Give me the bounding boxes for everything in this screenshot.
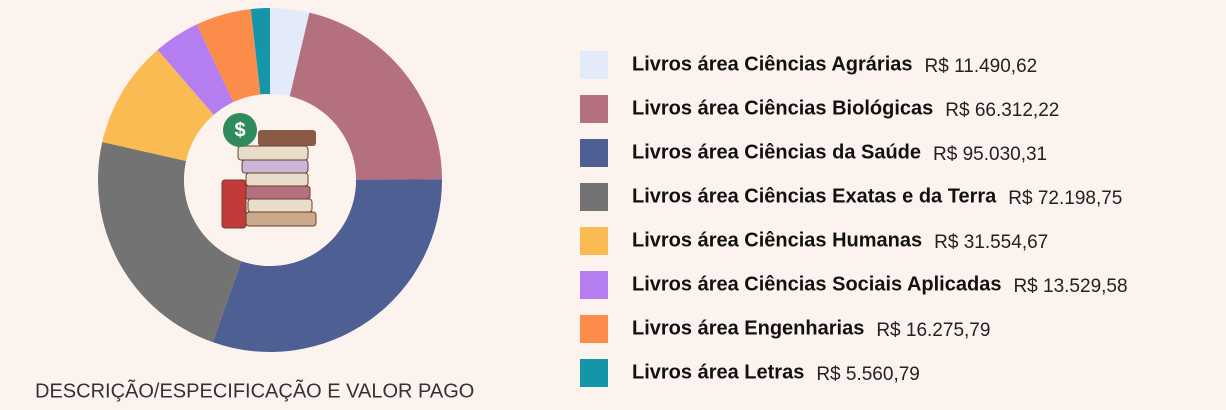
legend-label: Livros área Letras [632, 361, 804, 383]
legend-value: R$ 5.560,79 [816, 364, 920, 385]
legend-label: Livros área Ciências Biológicas [632, 97, 933, 119]
legend-label: Livros área Ciências Humanas [632, 229, 922, 251]
legend-value: R$ 95.030,31 [933, 144, 1047, 165]
legend-label: Livros área Ciências Sociais Aplicadas [632, 273, 1001, 295]
legend-swatch [580, 359, 608, 387]
legend-value: R$ 11.490,62 [925, 56, 1038, 77]
legend-swatch [580, 315, 608, 343]
legend-label: Livros área Engenharias [632, 317, 864, 339]
legend-value: R$ 72.198,75 [1008, 188, 1122, 209]
legend-swatch [580, 183, 608, 211]
legend-value: R$ 66.312,22 [945, 100, 1059, 121]
legend-value: R$ 31.554,67 [934, 232, 1048, 253]
legend-label: Livros área Ciências Agrárias [632, 53, 913, 75]
legend-value: R$ 13.529,58 [1013, 276, 1127, 297]
legend-value: R$ 16.275,79 [876, 320, 990, 341]
legend-swatch [580, 227, 608, 255]
chart-caption: DESCRIÇÃO/ESPECIFICAÇÃO E VALOR PAGO [35, 378, 474, 402]
legend-swatch [580, 139, 608, 167]
legend-label: Livros área Ciências da Saúde [632, 141, 921, 163]
legend-swatch [580, 271, 608, 299]
legend-label: Livros área Ciências Exatas e da Terra [632, 185, 997, 207]
legend-swatch [580, 95, 608, 123]
chart: $ Livros área Ciências Agrárias R$ 11.490… [0, 0, 1226, 410]
legend-swatch [580, 51, 608, 79]
svg-text:$: $ [234, 119, 245, 141]
